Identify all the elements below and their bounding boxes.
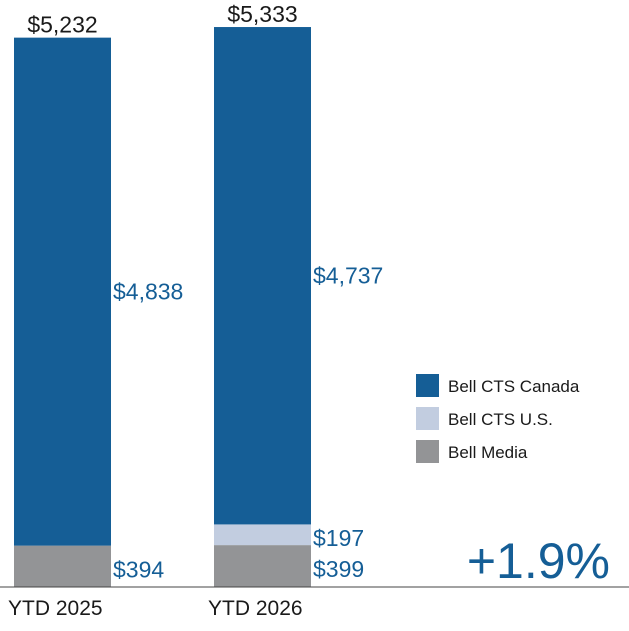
segment-label-bell-cts-canada-ytd-2025: $4,838 <box>113 279 183 305</box>
legend: Bell CTS Canada Bell CTS U.S. Bell Media <box>416 374 580 463</box>
legend-swatch-bell-cts-canada <box>416 374 439 397</box>
growth-annotation: +1.9% <box>467 533 610 589</box>
x-tick-label-ytd-2025: YTD 2025 <box>8 597 103 620</box>
legend-swatch-bell-media <box>416 440 439 463</box>
bar-total-label-ytd-2026: $5,333 <box>227 1 297 27</box>
bar-total-label-ytd-2025: $5,232 <box>27 12 97 38</box>
legend-label-bell-cts-canada: Bell CTS Canada <box>448 377 580 396</box>
bar-segment-bell-media-ytd-2025 <box>14 545 111 587</box>
segment-label-bell-media-ytd-2025: $394 <box>113 556 164 582</box>
bar-segment-bell-cts-u-s-ytd-2026 <box>214 524 311 546</box>
bar-segment-bell-media-ytd-2026 <box>214 545 311 587</box>
segment-label-bell-cts-canada-ytd-2026: $4,737 <box>313 263 383 289</box>
bar-segment-bell-cts-canada-ytd-2026 <box>214 27 311 525</box>
legend-label-bell-media: Bell Media <box>448 443 528 462</box>
segment-label-bell-cts-u-s-ytd-2026: $197 <box>313 525 364 551</box>
segment-label-bell-media-ytd-2026: $399 <box>313 556 364 582</box>
legend-label-bell-cts-u-s: Bell CTS U.S. <box>448 410 553 429</box>
bar-segment-bell-cts-canada-ytd-2025 <box>14 37 111 546</box>
legend-swatch-bell-cts-u-s <box>416 407 439 430</box>
x-tick-label-ytd-2026: YTD 2026 <box>208 597 303 620</box>
bars-layer <box>14 27 311 587</box>
labels-layer: $394 $4,838 $5,232 YTD 2025 $399 $197 $4,737 $5… <box>8 1 383 620</box>
